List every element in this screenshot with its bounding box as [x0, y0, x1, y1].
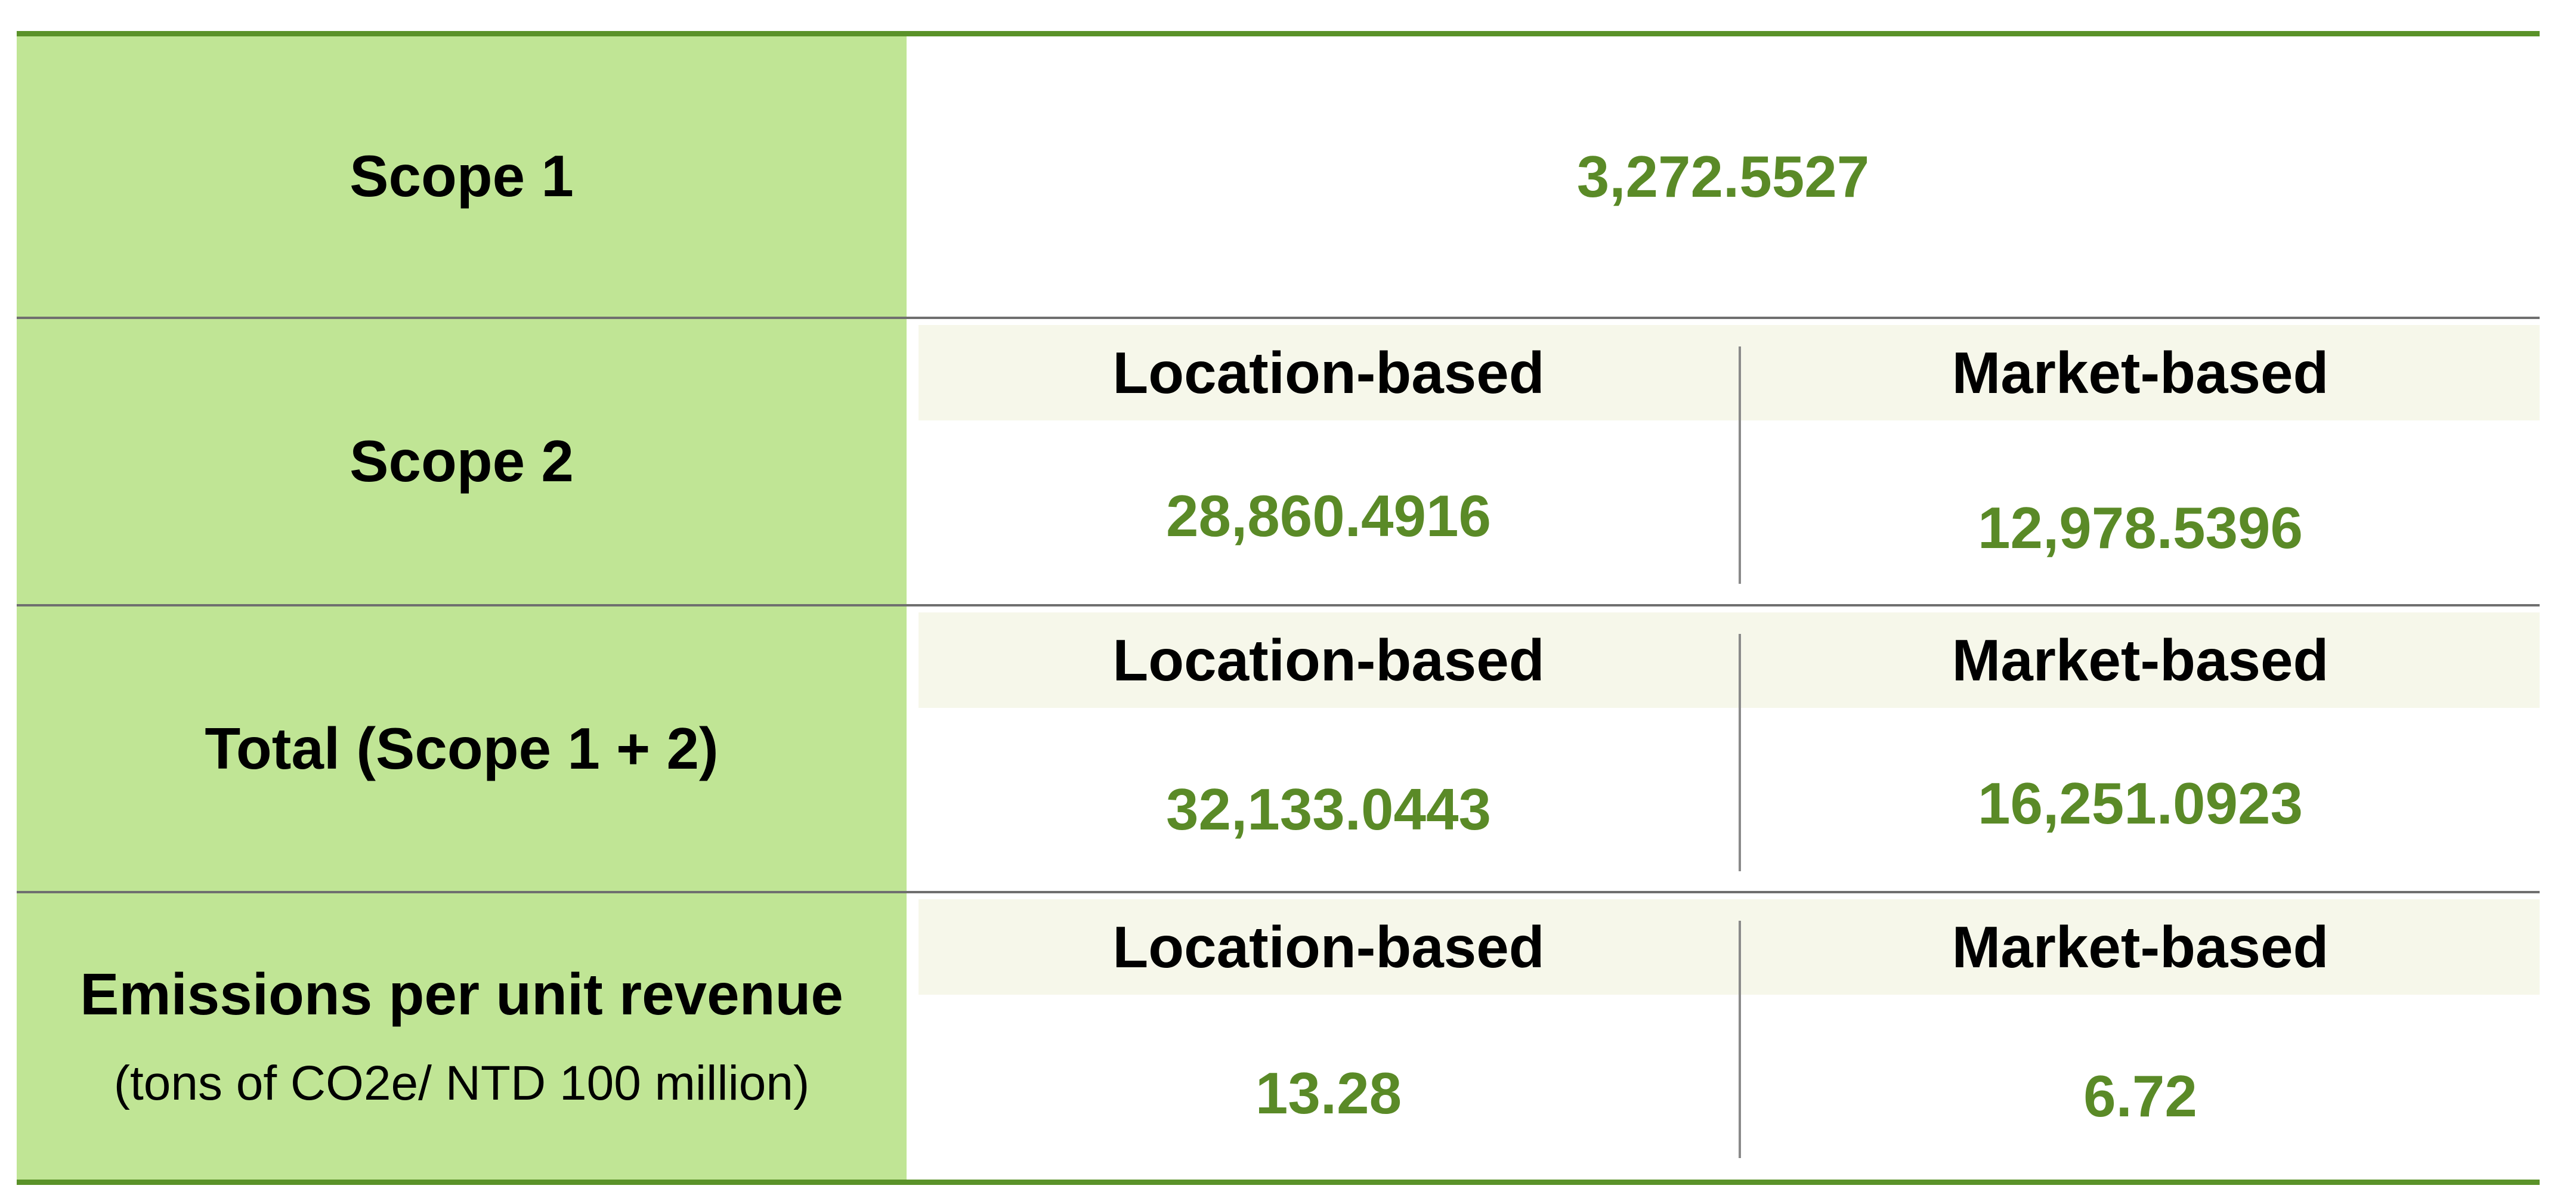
market-based-header: Market-based — [1952, 339, 2329, 406]
market-based-header: Market-based — [1952, 914, 2329, 980]
table-top-rule — [17, 31, 2540, 36]
location-based-header: Location-based — [1112, 339, 1545, 406]
table-row-intensity: Emissions per unit revenue (tons of CO2e… — [17, 893, 2540, 1180]
total-location-value: 32,133.0443 — [1166, 776, 1491, 842]
column-divider — [1739, 346, 1741, 584]
location-based-header: Location-based — [1112, 914, 1545, 980]
row-divider — [17, 317, 2540, 319]
row-sublabel-intensity: (tons of CO2e/ NTD 100 million) — [113, 1056, 810, 1110]
table-row-scope-1: Scope 1 3,272.5527 — [17, 36, 2540, 317]
column-divider — [1739, 921, 1741, 1158]
row-label-cell: Emissions per unit revenue (tons of CO2e… — [17, 893, 907, 1180]
intensity-market-value: 6.72 — [2083, 1063, 2197, 1129]
location-based-header: Location-based — [1112, 627, 1545, 693]
scope-1-value: 3,272.5527 — [1576, 143, 1870, 209]
scope-2-market-value: 12,978.5396 — [1978, 494, 2303, 561]
sub-header-band — [919, 325, 2540, 420]
row-label-cell: Total (Scope 1 + 2) — [17, 606, 907, 891]
intensity-location-value: 13.28 — [1255, 1060, 1402, 1126]
row-label-cell: Scope 2 — [17, 319, 907, 604]
row-label-scope-1: Scope 1 — [350, 143, 574, 209]
scope-2-location-value: 28,860.4916 — [1166, 482, 1491, 549]
row-divider — [17, 891, 2540, 893]
table-row-total: Total (Scope 1 + 2) Location-based Marke… — [17, 606, 2540, 891]
column-divider — [1739, 634, 1741, 871]
table-bottom-rule — [17, 1180, 2540, 1185]
table-row-scope-2: Scope 2 Location-based Market-based 28,8… — [17, 319, 2540, 604]
row-label-scope-2: Scope 2 — [350, 428, 574, 494]
emissions-table: Scope 1 3,272.5527 Scope 2 Location-base… — [17, 31, 2540, 1185]
sub-header-band — [919, 899, 2540, 995]
total-market-value: 16,251.0923 — [1978, 770, 2303, 836]
row-label-cell: Scope 1 — [17, 36, 907, 317]
sub-header-band — [919, 612, 2540, 708]
row-label-intensity: Emissions per unit revenue — [80, 961, 843, 1027]
market-based-header: Market-based — [1952, 627, 2329, 693]
row-label-total: Total (Scope 1 + 2) — [205, 715, 719, 781]
row-divider — [17, 604, 2540, 606]
